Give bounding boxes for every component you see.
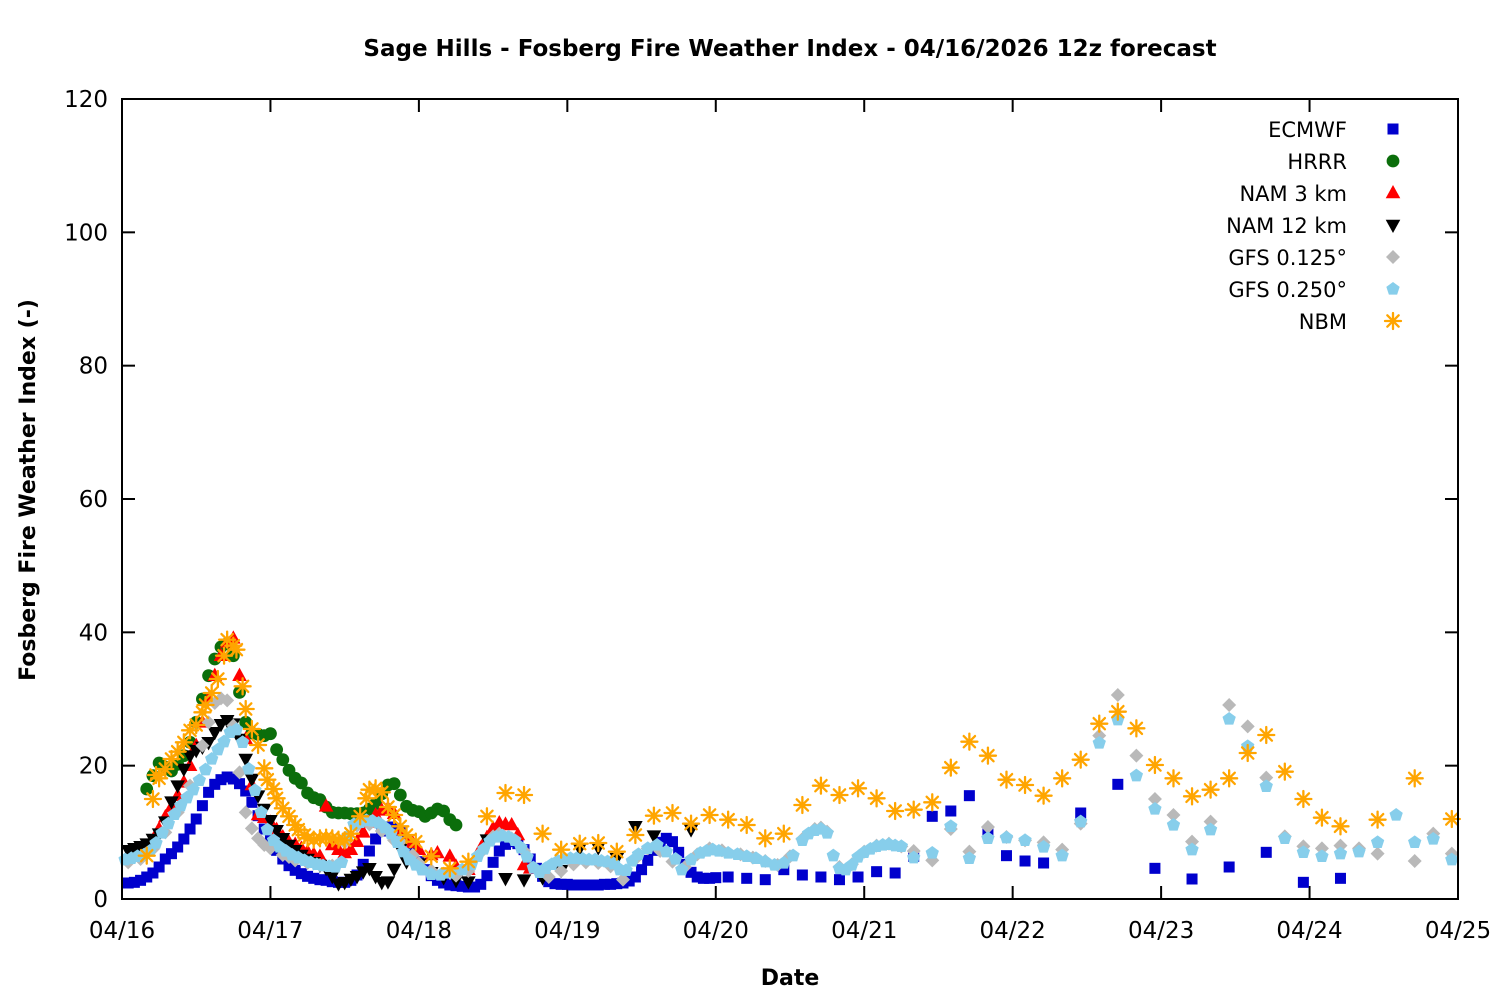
plot-border	[121, 98, 1459, 900]
legend-label: NBM	[1299, 310, 1347, 334]
x-tick-label: 04/22	[980, 918, 1046, 944]
x-tick-label: 04/23	[1128, 918, 1194, 944]
legend-entry-ecmwf: ECMWF	[1268, 118, 1399, 142]
legend-entry-nbm: NBM	[1299, 310, 1403, 334]
x-tick-label: 04/20	[683, 918, 749, 944]
legend-marker-square-icon	[1387, 123, 1399, 135]
series-gfs-0-250-	[118, 712, 1459, 881]
legend-entry-nam-3-km: NAM 3 km	[1239, 182, 1401, 206]
axis-ticks: 04/16 04/17 04/18 04/19 04/20 04/21 04/22 04/23…	[64, 87, 1491, 944]
y-tick-label: 120	[64, 87, 108, 113]
legend-marker-circle-icon	[1386, 154, 1400, 168]
legend-label: GFS 0.125°	[1228, 246, 1347, 270]
legend-entry-gfs-0-250-: GFS 0.250°	[1228, 278, 1400, 302]
y-tick-label: 20	[79, 754, 108, 780]
x-tick-label: 04/19	[534, 918, 600, 944]
legend-label: NAM 12 km	[1226, 214, 1347, 238]
series-nbm	[137, 630, 1461, 878]
legend-entry-hrrr: HRRR	[1287, 150, 1400, 174]
legend: ECMWF HRRR NAM 3 km NAM 12 km GFS 0.125° GFS …	[1226, 118, 1403, 334]
legend-entry-gfs-0-125-: GFS 0.125°	[1228, 246, 1400, 270]
legend-label: ECMWF	[1268, 118, 1347, 142]
legend-marker-asterisk-icon	[1383, 311, 1403, 331]
x-tick-label: 04/16	[89, 918, 155, 944]
legend-label: HRRR	[1287, 150, 1347, 174]
legend-label: NAM 3 km	[1239, 182, 1347, 206]
x-tick-label: 04/24	[1276, 918, 1342, 944]
legend-marker-triangle-up-icon	[1385, 185, 1401, 199]
x-tick-label: 04/21	[831, 918, 897, 944]
y-tick-label: 80	[79, 354, 108, 380]
y-tick-label: 100	[64, 220, 108, 246]
x-tick-label: 04/17	[237, 918, 303, 944]
x-tick-label: 04/18	[386, 918, 452, 944]
y-axis-label: Fosberg Fire Weather Index (-)	[16, 299, 41, 681]
y-tick-label: 40	[79, 620, 108, 646]
legend-entry-nam-12-km: NAM 12 km	[1226, 214, 1401, 238]
legend-marker-diamond-icon	[1386, 250, 1400, 264]
legend-marker-pentagon-icon	[1386, 282, 1400, 295]
y-tick-label: 0	[93, 887, 108, 913]
x-tick-label: 04/25	[1425, 918, 1491, 944]
legend-label: GFS 0.250°	[1228, 278, 1347, 302]
x-axis-label: Date	[761, 966, 820, 991]
y-tick-label: 60	[79, 487, 108, 513]
chart-title: Sage Hills - Fosberg Fire Weather Index …	[363, 36, 1216, 62]
legend-marker-triangle-down-icon	[1385, 219, 1401, 233]
data-points	[118, 630, 1461, 893]
